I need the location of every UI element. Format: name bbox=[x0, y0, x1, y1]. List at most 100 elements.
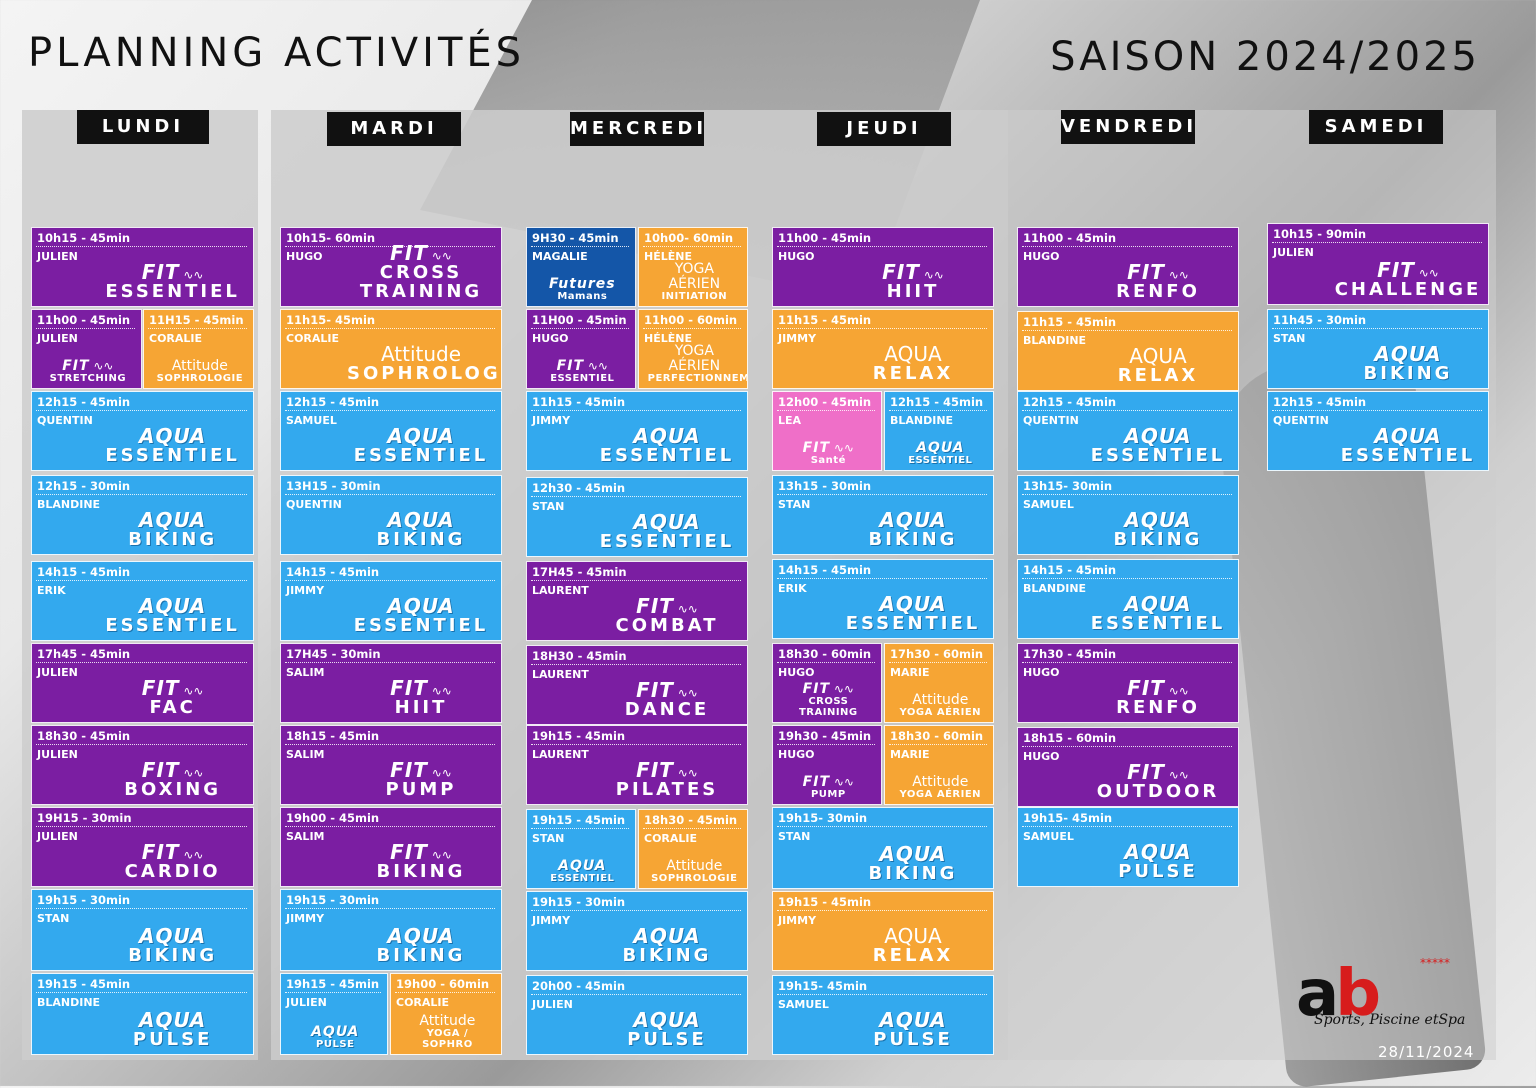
class-time: 17h45 - 45min bbox=[37, 647, 131, 661]
heartbeat-icon: ∿∿ bbox=[1414, 266, 1439, 281]
activity-brand: FIT ∿∿ bbox=[802, 773, 854, 790]
activity-brand: AQUA bbox=[138, 424, 207, 449]
logo-letter-b: b bbox=[1335, 957, 1381, 1031]
class-coach: SALIM bbox=[286, 748, 325, 761]
class-card: 17H45 - 30min SALIM FIT ∿∿ HIIT bbox=[280, 643, 502, 723]
class-time: 12h15 - 30min bbox=[37, 479, 131, 493]
logo-stars: ***** bbox=[1420, 956, 1450, 970]
class-time: 11h00 - 60min bbox=[644, 313, 738, 327]
class-divider bbox=[777, 410, 875, 411]
activity-name: ESSENTIEL bbox=[105, 281, 240, 303]
activity-name: HIIT bbox=[886, 281, 940, 303]
activity-name: Santé bbox=[810, 454, 846, 466]
class-card: 18h15 - 60min HUGO FIT ∿∿ OUTDOOR bbox=[1017, 727, 1239, 807]
class-time: 11h45 - 30min bbox=[1273, 313, 1367, 327]
heartbeat-icon: ∿∿ bbox=[179, 848, 204, 863]
activity-name: PULSE bbox=[132, 1029, 213, 1051]
class-coach: STAN bbox=[532, 832, 565, 845]
class-time: 13h15- 30min bbox=[1023, 479, 1113, 493]
class-coach: QUENTIN bbox=[1273, 414, 1329, 427]
activity-name: SOPHROLOGIE bbox=[347, 363, 501, 385]
activity-name: COMBAT bbox=[615, 615, 719, 637]
class-activity: AQUA PULSE bbox=[593, 1010, 741, 1050]
class-coach: LAURENT bbox=[532, 748, 589, 761]
heartbeat-icon: ∿∿ bbox=[1164, 684, 1189, 699]
class-time: 19h15 - 45min bbox=[532, 729, 626, 743]
logo-tagline: Sports, Piscine etSpa bbox=[1314, 1012, 1466, 1028]
class-activity: FIT ∿∿ CHALLENGE bbox=[1334, 260, 1482, 300]
activity-brand: AQUA bbox=[633, 924, 701, 949]
class-card: 18h30 - 45min JULIEN FIT ∿∿ BOXING bbox=[31, 725, 254, 805]
activity-brand: Attitude bbox=[666, 857, 723, 874]
activity-brand: FIT ∿∿ bbox=[62, 357, 114, 374]
class-activity: AQUA BIKING bbox=[839, 510, 987, 550]
heartbeat-icon: ∿∿ bbox=[427, 848, 452, 863]
activity-brand: FIT ∿∿ bbox=[390, 758, 452, 783]
day-header-vendredi: VENDREDI bbox=[1061, 110, 1195, 144]
day-header-mercredi: MERCREDI bbox=[570, 112, 704, 146]
activity-name: YOGA / SOPHRO bbox=[422, 1028, 473, 1050]
class-coach: QUENTIN bbox=[37, 414, 93, 427]
activity-brand: AQUA bbox=[311, 1023, 360, 1040]
class-card: 19h15- 45min SAMUEL AQUA PULSE bbox=[772, 975, 994, 1055]
class-coach: STAN bbox=[778, 498, 811, 511]
activity-name: CHALLENGE bbox=[1334, 279, 1482, 301]
day-header-lundi: LUNDI bbox=[77, 110, 209, 144]
class-coach: JIMMY bbox=[778, 914, 817, 927]
class-divider bbox=[36, 246, 247, 247]
class-coach: BLANDINE bbox=[1023, 582, 1087, 595]
class-coach: HUGO bbox=[778, 666, 815, 679]
activity-brand: AQUA bbox=[879, 592, 947, 617]
class-activity: AQUA BIKING bbox=[1334, 344, 1482, 384]
class-coach: HÉLÈNE bbox=[644, 332, 692, 345]
activity-name: BIKING bbox=[128, 945, 218, 967]
class-time: 14h15 - 45min bbox=[1023, 563, 1117, 577]
class-time: 13H15 - 30min bbox=[286, 479, 381, 493]
class-time: 11h00 - 45min bbox=[37, 313, 131, 327]
class-divider bbox=[36, 410, 247, 411]
class-card: 17h45 - 45min JULIEN FIT ∿∿ FAC bbox=[31, 643, 254, 723]
class-activity: AQUA ESSENTIEL bbox=[347, 596, 495, 636]
activity-brand: FIT ∿∿ bbox=[141, 758, 204, 783]
class-coach: SAMUEL bbox=[1023, 830, 1074, 843]
class-time: 14h15 - 45min bbox=[286, 565, 380, 579]
activity-name: PULSE bbox=[873, 1029, 953, 1051]
class-activity: AQUA PULSE bbox=[839, 1010, 987, 1050]
class-divider bbox=[1022, 578, 1232, 579]
class-activity: AQUA RELAX bbox=[839, 926, 987, 966]
class-coach: HUGO bbox=[1023, 750, 1060, 763]
activity-name: BIKING bbox=[376, 945, 466, 967]
class-divider bbox=[777, 246, 987, 247]
class-coach: JULIEN bbox=[1273, 246, 1314, 259]
activity-name: CARDIO bbox=[124, 861, 221, 883]
activity-name: PERFECTIONNEMENT bbox=[647, 372, 747, 384]
heartbeat-icon: ∿∿ bbox=[673, 602, 698, 617]
class-activity: YOGA AÉRIEN INITIATION bbox=[648, 262, 741, 302]
activity-name: BIKING bbox=[868, 529, 958, 551]
class-coach: CORALIE bbox=[286, 332, 340, 345]
class-time: 19h00 - 45min bbox=[286, 811, 380, 825]
activity-name: CROSS TRAINING bbox=[798, 696, 858, 718]
class-card: 19h15 - 45min STAN AQUA ESSENTIEL bbox=[526, 809, 636, 889]
class-divider bbox=[36, 662, 247, 663]
activity-name: RENFO bbox=[1116, 697, 1200, 719]
class-divider bbox=[777, 994, 987, 995]
class-card: 17h30 - 60min MARIE Attitude YOGA AÉRIEN bbox=[884, 643, 994, 723]
class-card: 19h15 - 45min JIMMY AQUA RELAX bbox=[772, 891, 994, 971]
class-coach: HUGO bbox=[778, 250, 815, 263]
class-divider bbox=[285, 328, 495, 329]
activity-name: ESSENTIEL bbox=[105, 615, 240, 637]
heartbeat-icon: ∿∿ bbox=[179, 684, 204, 699]
activity-brand: Attitude bbox=[419, 1013, 476, 1030]
class-coach: CORALIE bbox=[149, 332, 203, 345]
class-activity: AQUA RELAX bbox=[1084, 346, 1232, 386]
class-time: 17H45 - 30min bbox=[286, 647, 381, 661]
activity-name: BIKING bbox=[376, 529, 466, 551]
class-time: 12h00 - 45min bbox=[778, 395, 872, 409]
class-card: 19h00 - 60min CORALIE Attitude YOGA / SOPHR… bbox=[390, 973, 502, 1055]
activity-brand: AQUA bbox=[1374, 424, 1442, 449]
class-activity: FIT ∿∿ STRETCHING bbox=[41, 359, 135, 384]
